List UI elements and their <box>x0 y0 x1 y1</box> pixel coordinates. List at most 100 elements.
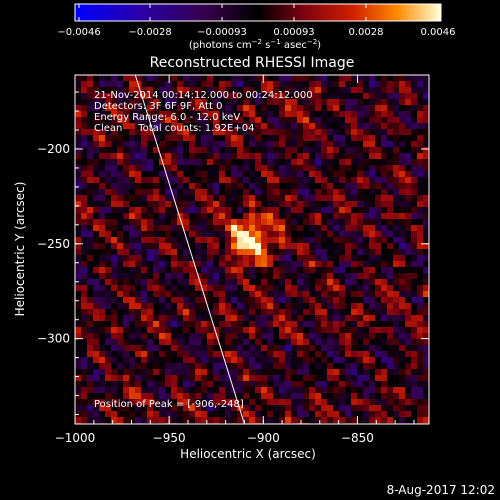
heatmap-cell <box>207 357 213 363</box>
heatmap-cell <box>261 177 267 183</box>
heatmap-cell <box>339 399 345 405</box>
heatmap-cell <box>177 303 183 309</box>
heatmap-cell <box>279 339 285 345</box>
heatmap-cell <box>387 417 393 423</box>
heatmap-cell <box>129 201 135 207</box>
heatmap-cell <box>285 309 291 315</box>
heatmap-cell <box>123 333 129 339</box>
heatmap-cell <box>357 375 363 381</box>
heatmap-cell <box>237 141 243 147</box>
heatmap-cell <box>387 357 393 363</box>
heatmap-cell <box>315 369 321 375</box>
heatmap-cell <box>87 81 93 87</box>
heatmap-cell <box>315 387 321 393</box>
heatmap-cell <box>369 255 375 261</box>
heatmap-cell <box>315 255 321 261</box>
heatmap-cell <box>159 123 165 129</box>
heatmap-cell <box>213 111 219 117</box>
heatmap-cell <box>321 285 327 291</box>
heatmap-cell <box>255 381 261 387</box>
heatmap-cell <box>345 153 351 159</box>
heatmap-cell <box>261 135 267 141</box>
heatmap-cell <box>303 189 309 195</box>
heatmap-cell <box>207 159 213 165</box>
heatmap-cell <box>141 327 147 333</box>
heatmap-cell <box>159 417 165 423</box>
heatmap-cell <box>87 153 93 159</box>
heatmap-cell <box>273 375 279 381</box>
heatmap-cell <box>339 357 345 363</box>
heatmap-cell <box>123 321 129 327</box>
heatmap-cell <box>303 261 309 267</box>
heatmap-cell <box>117 135 123 141</box>
heatmap-cell <box>351 273 357 279</box>
heatmap-cell <box>285 81 291 87</box>
heatmap-cell <box>333 213 339 219</box>
heatmap-cell <box>369 207 375 213</box>
heatmap-cell <box>303 279 309 285</box>
heatmap-cell <box>315 315 321 321</box>
heatmap-cell <box>165 393 171 399</box>
heatmap-cell <box>135 219 141 225</box>
method-counts-text: Clean Total counts: 1.92E+04 <box>94 123 254 134</box>
heatmap-cell <box>141 405 147 411</box>
heatmap-cell <box>93 105 99 111</box>
heatmap-cell <box>183 291 189 297</box>
heatmap-cell <box>393 387 399 393</box>
heatmap-cell <box>417 105 423 111</box>
heatmap-cell <box>87 261 93 267</box>
heatmap-cell <box>279 375 285 381</box>
heatmap-cell <box>171 267 177 273</box>
heatmap-cell <box>387 273 393 279</box>
heatmap-cell <box>81 225 87 231</box>
heatmap-cell <box>291 273 297 279</box>
heatmap-cell <box>219 177 225 183</box>
heatmap-cell <box>393 183 399 189</box>
heatmap-cell <box>129 261 135 267</box>
heatmap-cell <box>81 183 87 189</box>
heatmap-cell <box>285 411 291 417</box>
heatmap-cell <box>75 219 81 225</box>
heatmap-cell <box>135 171 141 177</box>
heatmap-cell <box>315 417 321 423</box>
heatmap-cell <box>99 267 105 273</box>
heatmap-cell <box>99 417 105 423</box>
heatmap-cell <box>87 267 93 273</box>
heatmap-cell <box>363 261 369 267</box>
heatmap-cell <box>219 375 225 381</box>
heatmap-cell <box>261 303 267 309</box>
heatmap-cell <box>327 153 333 159</box>
heatmap-cell <box>411 321 417 327</box>
heatmap-cell <box>303 267 309 273</box>
heatmap-cell <box>357 387 363 393</box>
heatmap-cell <box>297 297 303 303</box>
heatmap-cell <box>273 183 279 189</box>
heatmap-cell <box>117 153 123 159</box>
heatmap-cell <box>273 321 279 327</box>
heatmap-cell <box>243 201 249 207</box>
heatmap-cell <box>285 321 291 327</box>
heatmap-cell <box>291 351 297 357</box>
heatmap-cell <box>159 129 165 135</box>
heatmap-cell <box>393 399 399 405</box>
heatmap-cell <box>267 315 273 321</box>
heatmap-cell <box>201 339 207 345</box>
heatmap-cell <box>297 351 303 357</box>
heatmap-cell <box>117 387 123 393</box>
heatmap-cell <box>147 225 153 231</box>
heatmap-cell <box>75 375 81 381</box>
heatmap-cell <box>165 81 171 87</box>
heatmap-cell <box>327 189 333 195</box>
heatmap-cell <box>219 291 225 297</box>
heatmap-cell <box>129 189 135 195</box>
heatmap-cell <box>387 129 393 135</box>
heatmap-cell <box>345 201 351 207</box>
heatmap-cell <box>243 195 249 201</box>
heatmap-cell <box>225 189 231 195</box>
heatmap-cell <box>369 333 375 339</box>
heatmap-cell <box>201 381 207 387</box>
heatmap-cell <box>381 189 387 195</box>
heatmap-cell <box>201 405 207 411</box>
heatmap-cell <box>225 333 231 339</box>
heatmap-cell <box>369 159 375 165</box>
